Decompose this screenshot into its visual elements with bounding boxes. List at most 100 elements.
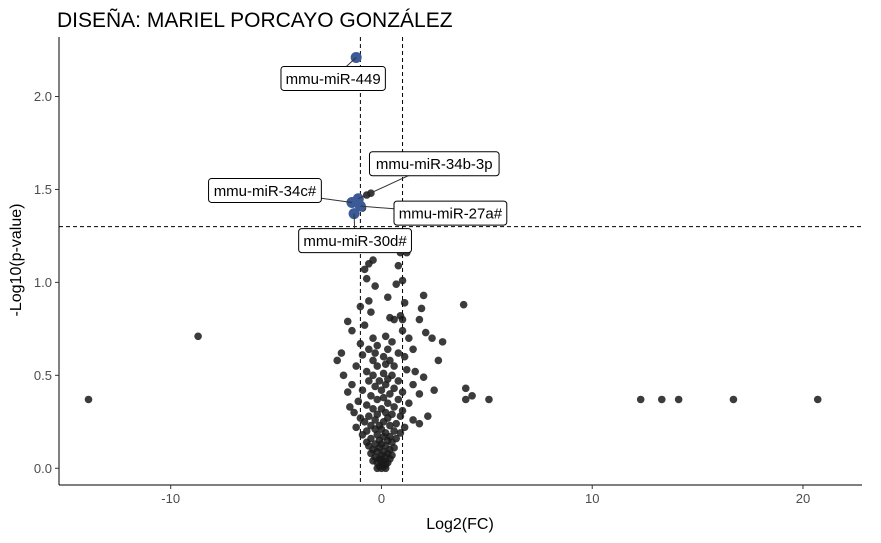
data-point xyxy=(398,315,407,324)
data-point xyxy=(636,395,645,404)
data-point xyxy=(367,391,375,400)
data-point xyxy=(365,345,373,354)
chart-title: DISEÑA: MARIEL PORCAYO GONZÁLEZ xyxy=(57,8,453,32)
data-point xyxy=(383,293,392,302)
data-point xyxy=(388,338,396,346)
data-point xyxy=(428,334,436,342)
annotation-box xyxy=(208,177,322,203)
data-point xyxy=(390,362,398,370)
data-point xyxy=(362,367,371,376)
data-point xyxy=(362,274,371,283)
data-point xyxy=(459,300,468,309)
x-tick-label: 20 xyxy=(796,491,810,506)
data-point xyxy=(379,393,388,402)
data-point xyxy=(373,341,382,350)
data-point xyxy=(379,352,388,361)
data-point xyxy=(383,345,392,354)
data-point xyxy=(434,356,443,365)
x-tick-label: 0 xyxy=(378,491,385,506)
data-point xyxy=(396,412,405,421)
data-point xyxy=(371,349,379,357)
data-point xyxy=(362,401,371,409)
data-point xyxy=(392,280,401,289)
data-point xyxy=(376,455,385,463)
data-point xyxy=(415,419,424,428)
data-point xyxy=(371,282,379,290)
data-point xyxy=(390,427,398,435)
data-point xyxy=(381,464,390,473)
data-point xyxy=(377,386,386,394)
data-point xyxy=(398,326,407,335)
data-point xyxy=(400,352,409,361)
data-point xyxy=(438,338,447,346)
data-point xyxy=(424,412,432,421)
data-point xyxy=(402,365,411,374)
data-point xyxy=(346,403,354,411)
data-point xyxy=(379,369,388,378)
data-points xyxy=(84,189,822,473)
data-point xyxy=(369,334,377,342)
data-point xyxy=(386,390,394,398)
data-point xyxy=(348,326,356,335)
data-point xyxy=(356,339,365,348)
data-point xyxy=(461,395,470,404)
data-point xyxy=(358,386,367,394)
data-point xyxy=(485,395,493,404)
data-point xyxy=(411,367,419,376)
data-point xyxy=(333,356,342,365)
x-tick-label: -10 xyxy=(161,491,180,506)
data-point xyxy=(343,317,352,326)
data-point xyxy=(394,349,403,357)
annotation-label: mmu-miR-34b-3p xyxy=(376,156,493,173)
y-tick-label: 2.0 xyxy=(34,89,52,104)
data-point xyxy=(386,421,394,430)
x-tick-label: 10 xyxy=(585,491,599,506)
data-point xyxy=(373,362,382,370)
y-tick-label: 1.0 xyxy=(34,275,52,290)
data-point xyxy=(367,308,375,316)
data-point xyxy=(405,399,413,408)
annotation-label: mmu-miR-27a# xyxy=(399,206,503,223)
data-point xyxy=(396,429,405,437)
data-point xyxy=(729,395,738,404)
y-tick-label: 0.0 xyxy=(34,461,52,476)
data-point xyxy=(381,360,390,368)
annotation-box xyxy=(298,228,412,254)
data-point xyxy=(392,419,401,428)
data-point xyxy=(369,356,377,365)
y-tick-label: 1.5 xyxy=(34,182,52,197)
data-point xyxy=(381,380,390,389)
data-point xyxy=(352,362,360,370)
annotation-label: mmu-miR-34c# xyxy=(214,183,317,200)
y-axis-ticks: 0.0 0.5 1.0 1.5 2.0 xyxy=(34,89,59,476)
annotation-box xyxy=(393,200,508,226)
data-point xyxy=(813,395,822,404)
annotation-label: mmu-miR-30d# xyxy=(303,233,407,250)
data-point xyxy=(365,297,373,305)
data-point xyxy=(394,395,403,404)
point-annotations: mmu-miR-449 mmu-miR-34b-3p mmu-miR-34c# mmu… xyxy=(208,57,508,254)
data-point xyxy=(390,403,398,411)
data-point xyxy=(421,328,430,337)
data-point xyxy=(339,371,348,380)
data-point xyxy=(84,395,93,404)
annotation-box xyxy=(368,151,500,177)
data-point xyxy=(350,408,358,417)
data-point xyxy=(369,256,377,264)
data-point xyxy=(348,380,356,389)
data-point xyxy=(358,431,367,439)
data-point xyxy=(394,377,403,385)
data-point xyxy=(375,377,384,385)
data-point xyxy=(390,384,398,393)
data-point xyxy=(373,395,382,404)
data-point xyxy=(352,423,360,432)
data-point xyxy=(369,404,377,413)
data-point xyxy=(398,388,407,396)
data-point xyxy=(419,291,428,300)
data-point xyxy=(417,304,426,313)
data-point xyxy=(381,332,390,341)
data-point xyxy=(405,334,413,342)
data-point xyxy=(371,416,379,424)
